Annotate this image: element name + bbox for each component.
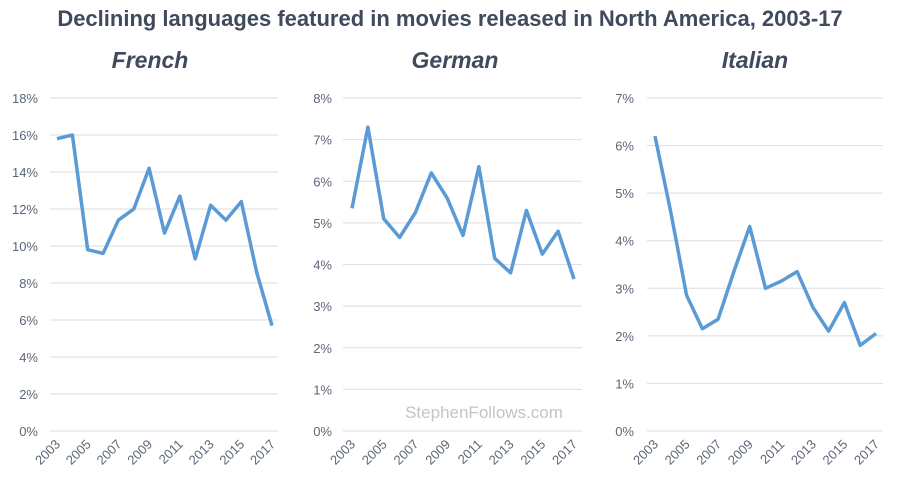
y-tick-label: 18%	[12, 91, 38, 106]
x-tick-label: 2009	[422, 437, 453, 468]
x-tick-label: 2015	[819, 437, 850, 468]
chart-title: Declining languages featured in movies r…	[57, 6, 842, 31]
x-tick-label: 2005	[63, 437, 94, 468]
watermark: StephenFollows.com	[405, 403, 563, 422]
x-tick-label: 2015	[517, 437, 548, 468]
x-tick-label: 2007	[390, 437, 421, 468]
x-tick-label: 2003	[630, 437, 661, 468]
series-line-german	[350, 125, 576, 280]
panel-title: German	[412, 47, 499, 73]
x-tick-label: 2003	[327, 437, 358, 468]
panel-title: Italian	[722, 47, 788, 73]
x-tick-label: 2007	[93, 437, 124, 468]
x-tick-label: 2015	[216, 437, 247, 468]
x-tick-label: 2011	[757, 437, 787, 467]
y-tick-label: 3%	[313, 299, 332, 314]
x-tick-label: 2011	[156, 437, 186, 467]
y-tick-label: 2%	[19, 387, 38, 402]
y-tick-label: 4%	[615, 234, 634, 249]
y-tick-label: 8%	[313, 91, 332, 106]
x-tick-label: 2009	[124, 437, 155, 468]
y-tick-label: 1%	[615, 376, 634, 391]
y-tick-label: 6%	[313, 174, 332, 189]
y-tick-label: 7%	[313, 133, 332, 148]
y-tick-label: 14%	[12, 165, 38, 180]
y-tick-label: 1%	[313, 382, 332, 397]
x-tick-label: 2009	[725, 437, 756, 468]
y-tick-label: 5%	[313, 216, 332, 231]
y-tick-label: 12%	[12, 202, 38, 217]
y-tick-label: 0%	[19, 424, 38, 439]
x-tick-label: 2007	[693, 437, 724, 468]
x-tick-label: 2017	[549, 437, 580, 468]
y-tick-label: 6%	[19, 313, 38, 328]
y-tick-label: 6%	[615, 139, 634, 154]
y-tick-label: 0%	[313, 424, 332, 439]
x-tick-label: 2017	[851, 437, 882, 468]
y-tick-label: 4%	[313, 258, 332, 273]
y-tick-label: 2%	[313, 341, 332, 356]
x-tick-label: 2011	[455, 437, 485, 467]
x-tick-label: 2013	[186, 437, 217, 468]
x-tick-label: 2017	[247, 437, 278, 468]
y-tick-label: 3%	[615, 281, 634, 296]
panel-title: French	[112, 47, 189, 73]
x-tick-label: 2005	[662, 437, 693, 468]
series-line-french	[56, 133, 274, 327]
y-tick-label: 5%	[615, 186, 634, 201]
x-tick-label: 2003	[32, 437, 63, 468]
y-tick-label: 16%	[12, 128, 38, 143]
y-tick-label: 2%	[615, 329, 634, 344]
x-tick-label: 2013	[486, 437, 517, 468]
y-tick-label: 0%	[615, 424, 634, 439]
y-tick-label: 8%	[19, 276, 38, 291]
x-tick-label: 2013	[788, 437, 819, 468]
series-line-italian	[653, 135, 878, 348]
y-tick-label: 10%	[12, 239, 38, 254]
y-tick-label: 4%	[19, 350, 38, 365]
y-tick-label: 7%	[615, 91, 634, 106]
x-tick-label: 2005	[359, 437, 390, 468]
